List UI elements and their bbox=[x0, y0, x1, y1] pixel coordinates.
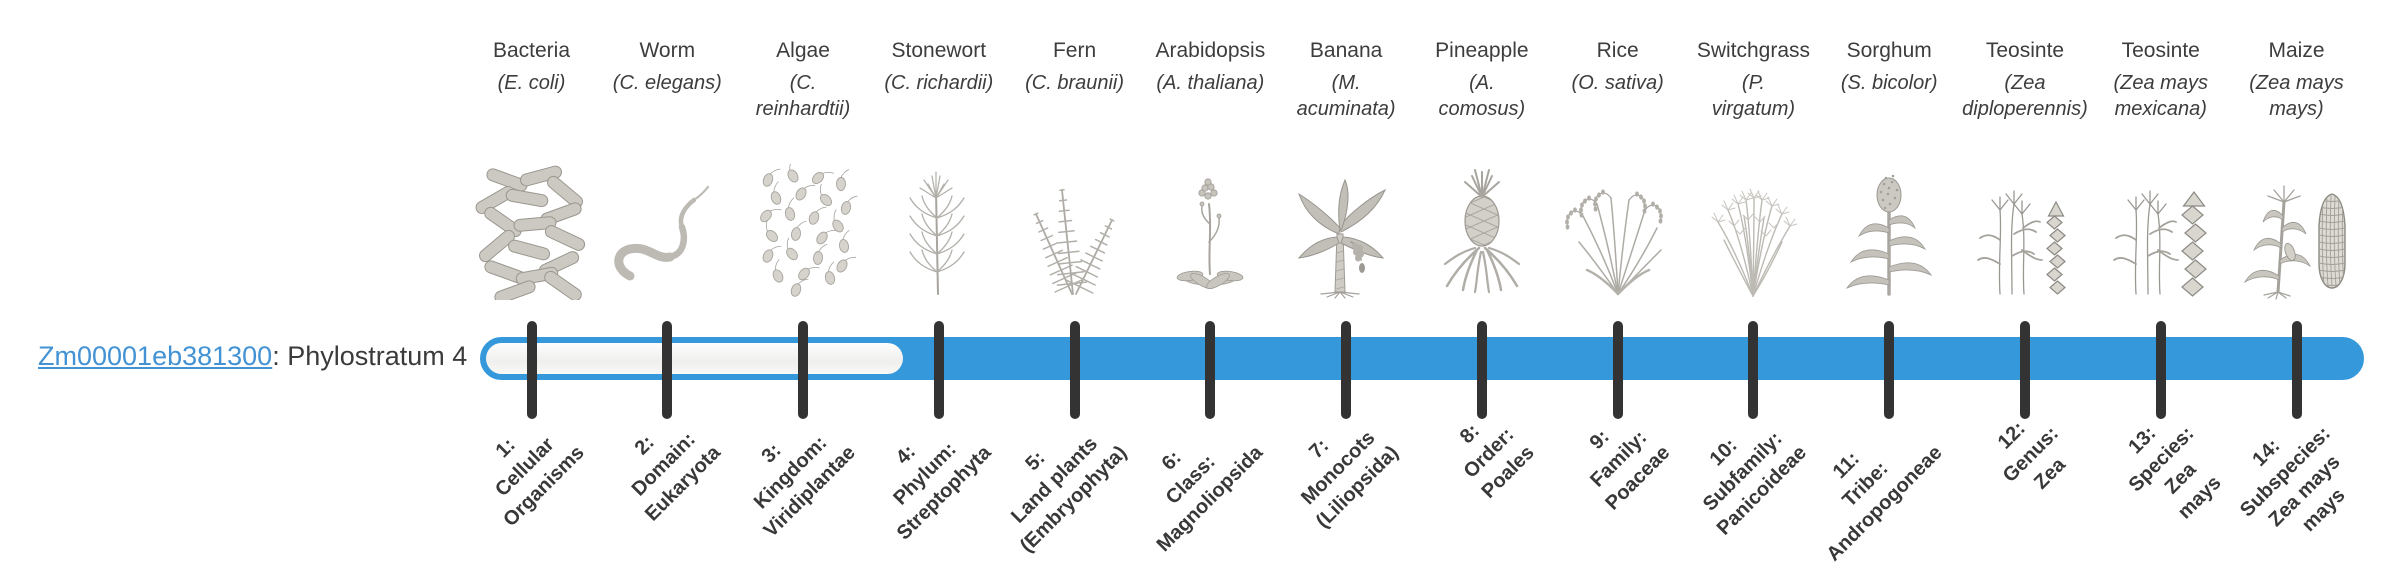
phylostratum-label: 7: Monocots (Liliopsida) bbox=[1297, 426, 1404, 533]
organism-scientific-name: (E. coli) bbox=[497, 72, 566, 94]
organism-common-name: Maize bbox=[2268, 39, 2325, 62]
phylostratum-tick bbox=[662, 321, 673, 419]
maize-icon bbox=[2232, 164, 2362, 300]
organism-scientific-name: (C. richardii) bbox=[884, 72, 994, 94]
phylostratum-label: 3: Kingdom: Viridiplantae bbox=[750, 431, 861, 542]
organism-column: Pineapple (A. comosus) bbox=[1407, 36, 1557, 294]
gene-phylostratum-text: : Phylostratum 4 bbox=[272, 341, 468, 371]
organism-common-name: Fern bbox=[1052, 39, 1097, 62]
gene-id-link[interactable]: Zm00001eb381300 bbox=[38, 341, 273, 371]
organism-scientific-name: (C. elegans) bbox=[612, 72, 722, 94]
pineapple-icon bbox=[1417, 164, 1547, 300]
phylostratum-label: 8: Order: Poales bbox=[1456, 419, 1540, 503]
organism-scientific-name: (P. virgatum) bbox=[1711, 72, 1796, 120]
banana-icon bbox=[1281, 164, 1411, 300]
phylostratum-tick bbox=[798, 321, 809, 419]
algae-icon bbox=[738, 164, 868, 300]
organism-common-name: Bacteria bbox=[492, 39, 571, 62]
phylostratum-tick bbox=[526, 321, 537, 419]
phylostratum-tick bbox=[1612, 321, 1623, 419]
phylostratum-label: 2: Domain: Eukaryota bbox=[627, 428, 725, 526]
phylostratum-tick bbox=[933, 321, 944, 419]
organism-scientific-name: (C. braunii) bbox=[1025, 72, 1125, 94]
phylostratum-label: 10: Subfamily: Panicoideae bbox=[1698, 427, 1811, 540]
organism-column: Sorghum (S. bicolor) bbox=[1814, 36, 1964, 296]
organism-scientific-name: (A. comosus) bbox=[1438, 72, 1526, 120]
phylostratum-label: 12: Genus: Zea bbox=[1993, 417, 2070, 494]
organism-column: Arabidopsis (A. thaliana) bbox=[1135, 36, 1285, 289]
organism-common-name: Worm bbox=[639, 39, 696, 62]
organism-column: Rice (O. sativa) bbox=[1543, 36, 1693, 296]
organism-column: Worm (C. elegans) bbox=[592, 36, 742, 281]
organism-column: Switchgrass (P. virgatum) bbox=[1678, 36, 1828, 297]
organism-common-name: Sorghum bbox=[1846, 39, 1932, 62]
organism-common-name: Switchgrass bbox=[1696, 39, 1811, 62]
phylostratum-label: 9: Family: Poaceae bbox=[1586, 425, 1675, 515]
organism-scientific-name: (Zea mays mays) bbox=[2249, 72, 2344, 120]
sorghum-icon bbox=[1824, 164, 1954, 300]
organism-common-name: Stonewort bbox=[891, 39, 987, 62]
organism-common-name: Banana bbox=[1309, 39, 1383, 62]
organism-scientific-name: (A. thaliana) bbox=[1156, 72, 1265, 94]
phylostratum-tick bbox=[1884, 321, 1895, 419]
organism-column: Teosinte (Zea diploperennis) bbox=[1950, 36, 2100, 295]
organism-common-name: Teosinte bbox=[2121, 39, 2200, 62]
phylostratum-label: 4: Phylum: Streptophyta bbox=[889, 438, 996, 545]
phylostratum-label: 11: Tribe: Andropogoneae bbox=[1822, 441, 1947, 566]
organism-column: Maize (Zea mays mays) bbox=[2222, 36, 2372, 300]
phylostratum-tick bbox=[2291, 321, 2302, 419]
organism-column: Stonewort (C. richardii) bbox=[864, 36, 1014, 295]
organism-column: Algae (C. reinhardtii) bbox=[728, 36, 878, 297]
bacteria-icon bbox=[467, 164, 597, 300]
phylostratum-tick bbox=[1069, 321, 1080, 419]
phylostratum-label: 1: Cellular Organisms bbox=[491, 433, 589, 532]
phylostratum-tick bbox=[1205, 321, 1216, 419]
worm-icon bbox=[602, 164, 732, 300]
organism-scientific-name: (C. reinhardtii) bbox=[755, 72, 851, 120]
phylostratum-label: 13: Species: Zea mays bbox=[2124, 422, 2226, 524]
organism-scientific-name: (S. bicolor) bbox=[1840, 72, 1938, 94]
phylostratum-tick bbox=[1748, 321, 1759, 419]
organism-common-name: Pineapple bbox=[1435, 39, 1529, 62]
organism-scientific-name: (O. sativa) bbox=[1571, 72, 1664, 94]
organism-common-name: Rice bbox=[1596, 39, 1639, 62]
phylostratum-tick bbox=[1341, 321, 1352, 419]
teosinte-mexicana-icon bbox=[2096, 164, 2226, 300]
phylostratum-label: 14: Subspecies: Zea mays mays bbox=[2235, 422, 2350, 536]
phylostratum-label: 5: Land plants (Embryophyta) bbox=[1007, 432, 1132, 557]
timeline-unfilled-segment bbox=[486, 343, 903, 374]
stonewort-icon bbox=[874, 164, 1004, 300]
organism-scientific-name: (Zea diploperennis) bbox=[1962, 72, 2088, 120]
organism-column: Banana (M. acuminata) bbox=[1271, 36, 1421, 299]
organism-scientific-name: (M. acuminata) bbox=[1296, 72, 1396, 120]
rice-icon bbox=[1553, 164, 1683, 300]
phylostratum-tick bbox=[2155, 321, 2166, 419]
organism-common-name: Algae bbox=[776, 39, 830, 62]
gene-label: Zm00001eb381300: Phylostratum 4 bbox=[38, 340, 467, 372]
organism-column: Fern (C. braunii) bbox=[1000, 36, 1150, 295]
phylostratum-tick bbox=[1476, 321, 1487, 419]
fern-icon bbox=[1010, 164, 1140, 300]
organism-scientific-name: (Zea mays mexicana) bbox=[2113, 72, 2208, 120]
organism-common-name: Arabidopsis bbox=[1155, 39, 1266, 62]
teosinte-diploperennis-icon bbox=[1960, 164, 2090, 300]
arabidopsis-icon bbox=[1145, 164, 1275, 300]
timeline-bar bbox=[480, 337, 2364, 380]
phylostratum-label: 6: Class: Magnoliopsida bbox=[1152, 441, 1268, 557]
switchgrass-icon bbox=[1688, 164, 1818, 300]
phylostratum-tick bbox=[2019, 321, 2030, 419]
organism-common-name: Teosinte bbox=[1985, 39, 2065, 62]
organism-column: Teosinte (Zea mays mexicana) bbox=[2086, 36, 2236, 297]
organism-column: Bacteria (E. coli) bbox=[457, 36, 607, 300]
